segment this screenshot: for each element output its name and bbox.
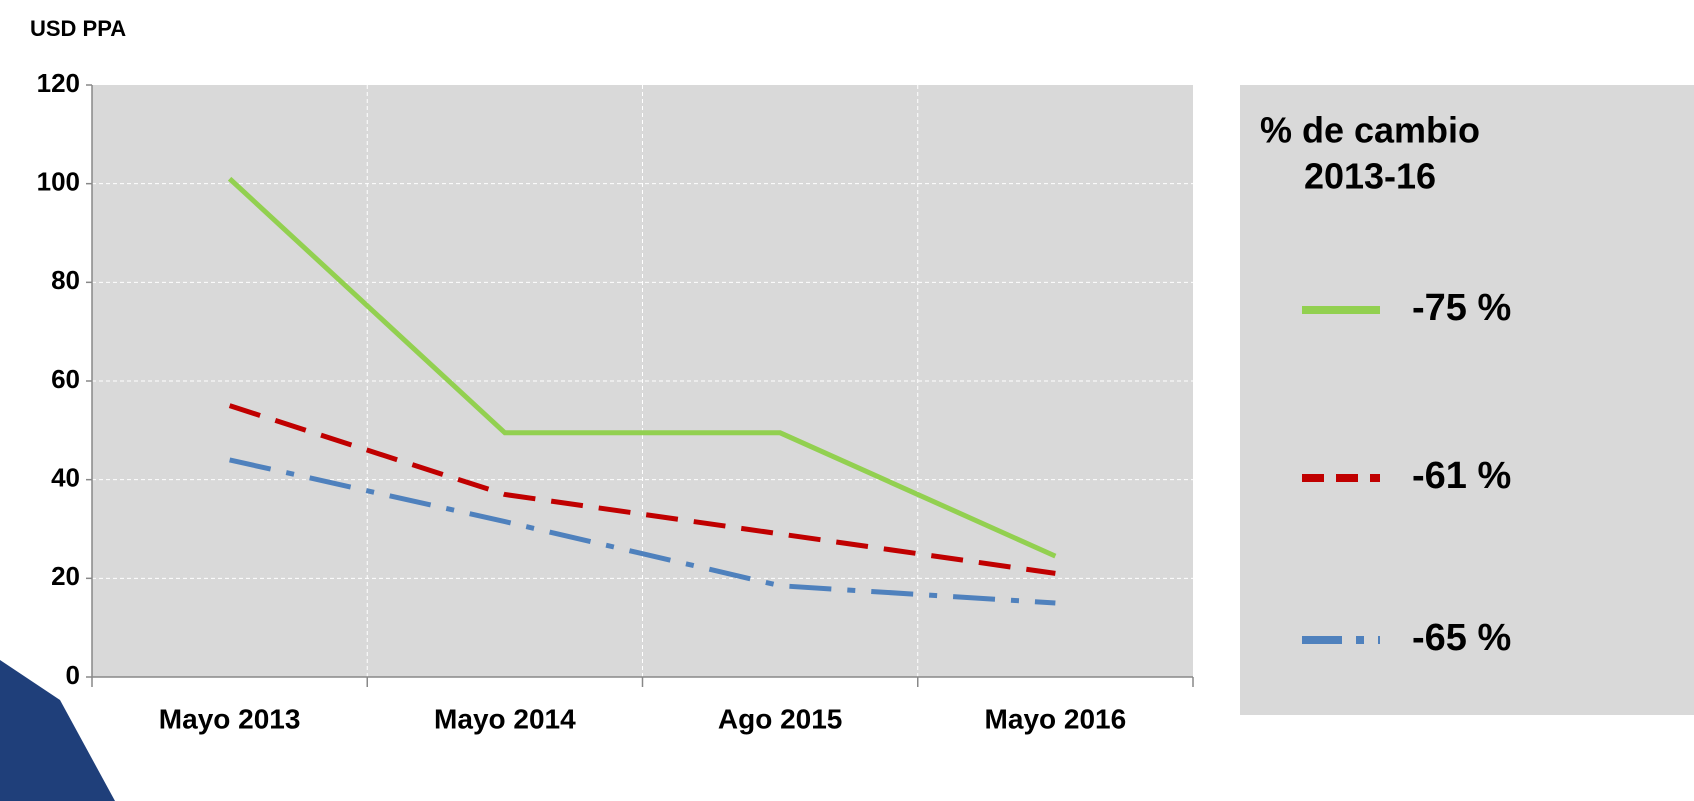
legend-label: -61 % bbox=[1412, 455, 1511, 497]
y-tick-label: 100 bbox=[37, 167, 80, 197]
y-tick-label: 20 bbox=[51, 561, 80, 591]
x-tick-label: Mayo 2013 bbox=[159, 703, 301, 734]
legend-box bbox=[1240, 85, 1694, 715]
legend-title: 2013-16 bbox=[1304, 156, 1436, 197]
y-tick-label: 120 bbox=[37, 68, 80, 98]
x-tick-label: Ago 2015 bbox=[718, 703, 843, 734]
y-axis-label: USD PPA bbox=[30, 16, 126, 41]
x-tick-label: Mayo 2016 bbox=[985, 703, 1127, 734]
decoration bbox=[0, 660, 115, 801]
x-tick-label: Mayo 2014 bbox=[434, 703, 576, 734]
legend-label: -65 % bbox=[1412, 617, 1511, 659]
legend-title: % de cambio bbox=[1260, 110, 1480, 151]
y-tick-label: 80 bbox=[51, 265, 80, 295]
y-tick-label: 60 bbox=[51, 364, 80, 394]
y-tick-label: 40 bbox=[51, 463, 80, 493]
series-line bbox=[229, 457, 1056, 606]
series-line bbox=[228, 403, 1056, 576]
legend-label: -75 % bbox=[1412, 287, 1511, 329]
series-line bbox=[227, 176, 1057, 559]
y-tick-label: 0 bbox=[66, 660, 80, 690]
